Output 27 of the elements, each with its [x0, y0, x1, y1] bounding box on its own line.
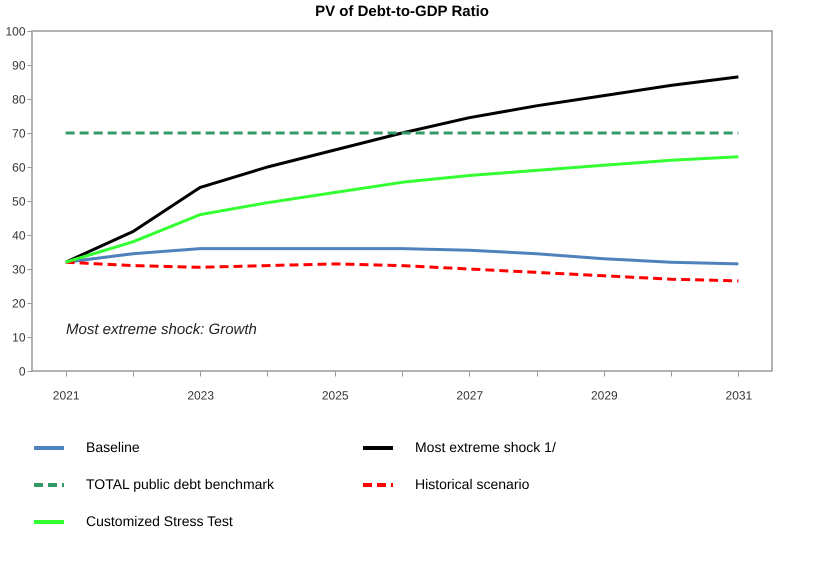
- y-tick-label: 0: [18, 364, 26, 378]
- y-tick-label: 40: [12, 228, 26, 242]
- y-tick-label: 80: [12, 92, 26, 106]
- legend-label: Historical scenario: [415, 476, 530, 492]
- y-tick-label: 100: [5, 24, 26, 38]
- line-series: [64, 260, 740, 282]
- y-tick-label: 20: [12, 296, 26, 310]
- y-tick-label: 70: [12, 126, 26, 140]
- legend-label: TOTAL public debt benchmark: [86, 476, 276, 492]
- legend-label: Most extreme shock 1/: [415, 439, 556, 455]
- y-tick-label: 60: [12, 160, 26, 174]
- legend-label: Customized Stress Test: [86, 513, 233, 529]
- line-series: [64, 75, 740, 264]
- x-tick-label: 2027: [456, 388, 484, 402]
- y-tick-label: 90: [12, 58, 26, 72]
- x-tick-label: 2023: [187, 388, 214, 402]
- x-tick-label: 2021: [52, 388, 80, 402]
- x-tick-label: 2029: [590, 388, 618, 402]
- y-tick-label: 30: [12, 262, 26, 276]
- annotation: Most extreme shock: Growth: [66, 321, 257, 338]
- chart-title: PV of Debt-to-GDP Ratio: [315, 3, 489, 20]
- x-tick-label: 2031: [726, 388, 753, 402]
- line-series: [64, 155, 740, 264]
- y-tick-label: 10: [12, 330, 26, 344]
- legend-label: Baseline: [86, 439, 140, 455]
- x-tick-label: 2025: [322, 388, 349, 402]
- y-tick-label: 50: [12, 194, 26, 208]
